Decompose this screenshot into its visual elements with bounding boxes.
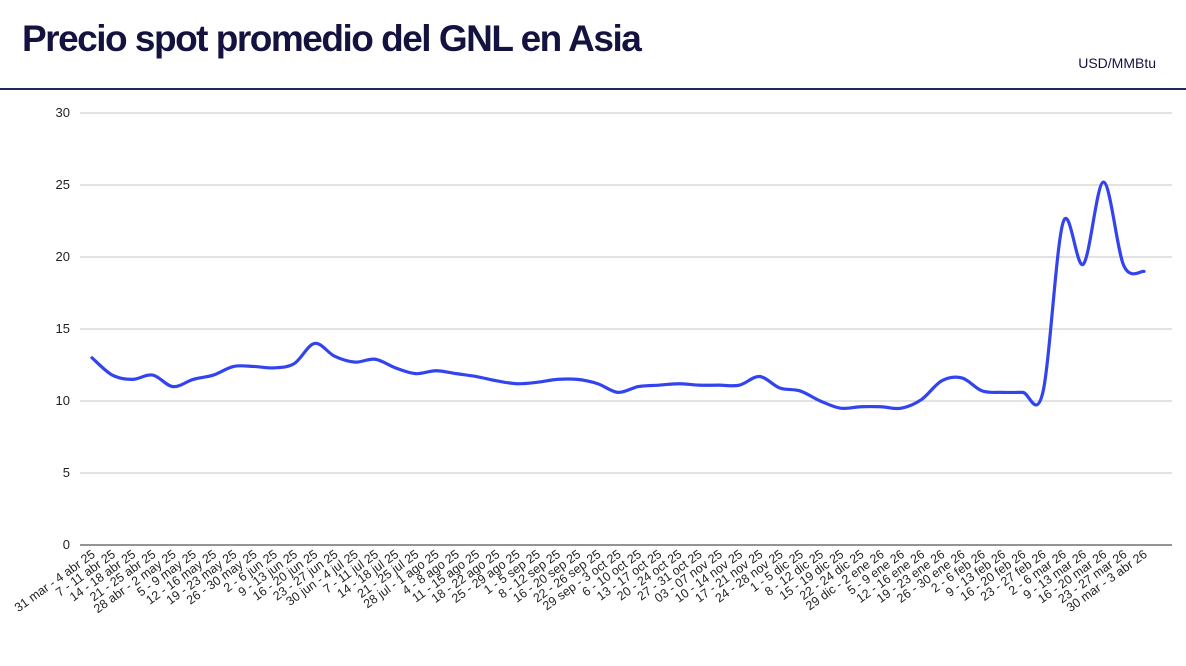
data-point	[697, 384, 700, 387]
data-point	[495, 379, 498, 382]
data-point	[151, 373, 154, 376]
y-tick-label: 15	[56, 321, 70, 336]
y-tick-label: 25	[56, 177, 70, 192]
data-point	[576, 378, 579, 381]
data-point	[637, 385, 640, 388]
data-point	[171, 385, 174, 388]
data-point	[131, 378, 134, 381]
data-point	[920, 398, 923, 401]
page-title: Precio spot promedio del GNL en Asia	[22, 18, 642, 59]
data-point	[657, 384, 660, 387]
y-tick-label: 20	[56, 249, 70, 264]
y-axis-ticks: 0 5 10 15 20 25 30	[56, 105, 70, 552]
data-point	[940, 379, 943, 382]
data-point	[313, 342, 316, 345]
data-point	[535, 381, 538, 384]
data-point	[192, 378, 195, 381]
data-point	[596, 382, 599, 385]
data-point	[434, 369, 437, 372]
data-point	[778, 386, 781, 389]
data-point	[819, 399, 822, 402]
y-tick-label: 10	[56, 393, 70, 408]
data-point	[475, 375, 478, 378]
data-point	[90, 356, 93, 359]
data-point	[353, 361, 356, 364]
data-point	[859, 405, 862, 408]
data-point	[879, 405, 882, 408]
data-point	[455, 372, 458, 375]
data-point	[1102, 181, 1105, 184]
y-tick-label: 0	[63, 537, 70, 552]
data-point	[212, 373, 215, 376]
data-point	[1061, 221, 1064, 224]
data-point	[374, 358, 377, 361]
data-point	[556, 378, 559, 381]
series-line	[90, 180, 1146, 411]
data-point	[1142, 270, 1145, 273]
data-point	[232, 365, 235, 368]
data-point	[414, 372, 417, 375]
data-point	[1041, 391, 1044, 394]
data-point	[981, 389, 984, 392]
unit-label: USD/MMBtu	[1078, 55, 1156, 71]
y-tick-label: 5	[63, 465, 70, 480]
y-tick-label: 30	[56, 105, 70, 120]
data-point	[272, 366, 275, 369]
header-divider	[0, 88, 1186, 90]
data-point	[677, 382, 680, 385]
data-point	[616, 391, 619, 394]
data-point	[252, 365, 255, 368]
data-point	[333, 355, 336, 358]
grid-lines	[80, 112, 1172, 546]
data-point	[1082, 263, 1085, 266]
data-point	[718, 384, 721, 387]
data-point	[758, 375, 761, 378]
data-point	[900, 407, 903, 410]
data-point	[1021, 391, 1024, 394]
data-point	[515, 382, 518, 385]
data-point	[839, 407, 842, 410]
data-point	[1122, 264, 1125, 267]
data-point	[394, 366, 397, 369]
data-point	[111, 373, 114, 376]
data-point	[960, 376, 963, 379]
data-point	[738, 384, 741, 387]
series-group	[90, 180, 1146, 411]
data-point	[1001, 391, 1004, 394]
data-point	[798, 389, 801, 392]
data-point	[293, 362, 296, 365]
